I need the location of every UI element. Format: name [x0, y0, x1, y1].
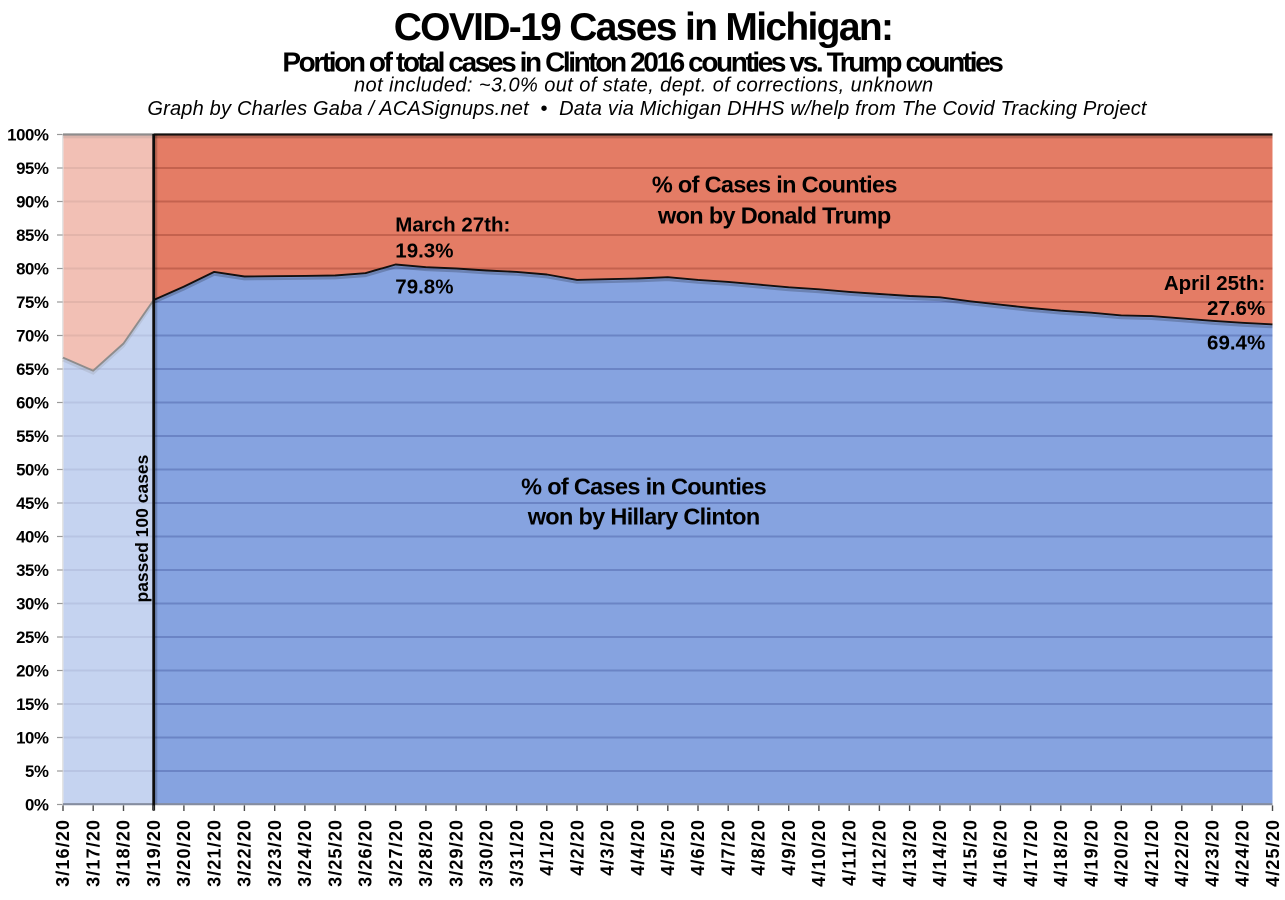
svg-text:3/19/20: 3/19/20 — [144, 819, 164, 887]
svg-text:March 27th:: March 27th: — [395, 213, 510, 236]
svg-text:4/24/20: 4/24/20 — [1233, 819, 1253, 887]
svg-text:3/29/20: 3/29/20 — [446, 819, 466, 887]
svg-text:0%: 0% — [25, 796, 49, 815]
svg-text:passed 100 cases: passed 100 cases — [132, 454, 152, 602]
svg-text:3/22/20: 3/22/20 — [235, 819, 255, 887]
svg-text:4/23/20: 4/23/20 — [1202, 819, 1222, 887]
svg-text:3/26/20: 3/26/20 — [356, 819, 376, 887]
svg-text:4/21/20: 4/21/20 — [1142, 819, 1162, 887]
svg-text:4/2/20: 4/2/20 — [567, 819, 587, 876]
svg-text:10%: 10% — [16, 729, 49, 748]
svg-text:4/3/20: 4/3/20 — [598, 819, 618, 876]
svg-text:3/27/20: 3/27/20 — [386, 819, 406, 887]
svg-text:4/5/20: 4/5/20 — [658, 819, 678, 876]
svg-text:3/17/20: 3/17/20 — [84, 819, 104, 887]
svg-text:not included: ~3.0% out of sta: not included: ~3.0% out of state, dept. … — [354, 75, 934, 97]
svg-text:100%: 100% — [7, 126, 49, 145]
svg-text:4/25/20: 4/25/20 — [1263, 819, 1283, 887]
svg-text:4/11/20: 4/11/20 — [839, 819, 859, 886]
svg-text:85%: 85% — [16, 226, 49, 245]
svg-text:% of Cases in Counties: % of Cases in Counties — [521, 474, 767, 500]
svg-text:3/16/20: 3/16/20 — [53, 819, 73, 887]
svg-text:3/23/20: 3/23/20 — [265, 819, 285, 887]
svg-text:4/22/20: 4/22/20 — [1172, 819, 1192, 887]
svg-text:4/16/20: 4/16/20 — [991, 819, 1011, 887]
svg-text:20%: 20% — [16, 662, 49, 681]
svg-text:4/17/20: 4/17/20 — [1021, 819, 1041, 887]
svg-text:4/13/20: 4/13/20 — [900, 819, 920, 887]
svg-text:95%: 95% — [16, 159, 49, 178]
svg-text:90%: 90% — [16, 193, 49, 212]
svg-text:35%: 35% — [16, 561, 49, 580]
svg-text:4/7/20: 4/7/20 — [719, 819, 739, 876]
svg-text:45%: 45% — [16, 494, 49, 513]
svg-text:80%: 80% — [16, 260, 49, 279]
svg-text:4/20/20: 4/20/20 — [1112, 819, 1132, 887]
svg-text:April 25th:: April 25th: — [1164, 272, 1265, 295]
svg-text:30%: 30% — [16, 595, 49, 614]
svg-text:19.3%: 19.3% — [395, 240, 453, 263]
svg-text:27.6%: 27.6% — [1207, 297, 1265, 320]
svg-text:Graph by Charles Gaba / ACASig: Graph by Charles Gaba / ACASignups.net •… — [147, 98, 1148, 120]
svg-text:79.8%: 79.8% — [395, 276, 453, 299]
svg-text:3/21/20: 3/21/20 — [204, 819, 224, 887]
svg-text:4/14/20: 4/14/20 — [930, 819, 950, 887]
svg-text:4/12/20: 4/12/20 — [870, 819, 890, 887]
svg-text:4/1/20: 4/1/20 — [537, 819, 557, 876]
svg-text:3/25/20: 3/25/20 — [325, 819, 345, 887]
svg-text:55%: 55% — [16, 427, 49, 446]
svg-text:70%: 70% — [16, 327, 49, 346]
svg-text:4/19/20: 4/19/20 — [1081, 819, 1101, 887]
svg-text:4/9/20: 4/9/20 — [779, 819, 799, 876]
svg-text:3/31/20: 3/31/20 — [507, 819, 527, 887]
svg-text:75%: 75% — [16, 293, 49, 312]
svg-text:3/28/20: 3/28/20 — [416, 819, 436, 887]
svg-text:Portion of total cases in Clin: Portion of total cases in Clinton 2016 c… — [282, 46, 1003, 77]
svg-text:won by Donald Trump: won by Donald Trump — [657, 202, 891, 228]
svg-text:4/15/20: 4/15/20 — [960, 819, 980, 887]
svg-text:% of Cases in Counties: % of Cases in Counties — [652, 172, 898, 198]
svg-text:50%: 50% — [16, 461, 49, 480]
svg-text:4/8/20: 4/8/20 — [749, 819, 769, 876]
svg-text:25%: 25% — [16, 628, 49, 647]
svg-text:69.4%: 69.4% — [1207, 332, 1265, 355]
svg-text:65%: 65% — [16, 360, 49, 379]
svg-text:5%: 5% — [25, 762, 49, 781]
svg-text:4/10/20: 4/10/20 — [809, 819, 829, 887]
svg-text:3/30/20: 3/30/20 — [477, 819, 497, 887]
svg-text:3/24/20: 3/24/20 — [295, 819, 315, 887]
svg-text:15%: 15% — [16, 695, 49, 714]
svg-text:4/18/20: 4/18/20 — [1051, 819, 1071, 887]
svg-text:3/20/20: 3/20/20 — [174, 819, 194, 887]
svg-text:4/4/20: 4/4/20 — [628, 819, 648, 876]
svg-text:60%: 60% — [16, 394, 49, 413]
svg-text:COVID-19 Cases in Michigan:: COVID-19 Cases in Michigan: — [394, 6, 893, 49]
svg-text:won by Hillary Clinton: won by Hillary Clinton — [527, 504, 760, 530]
svg-text:3/18/20: 3/18/20 — [114, 819, 134, 887]
svg-text:4/6/20: 4/6/20 — [688, 819, 708, 876]
svg-text:40%: 40% — [16, 528, 49, 547]
